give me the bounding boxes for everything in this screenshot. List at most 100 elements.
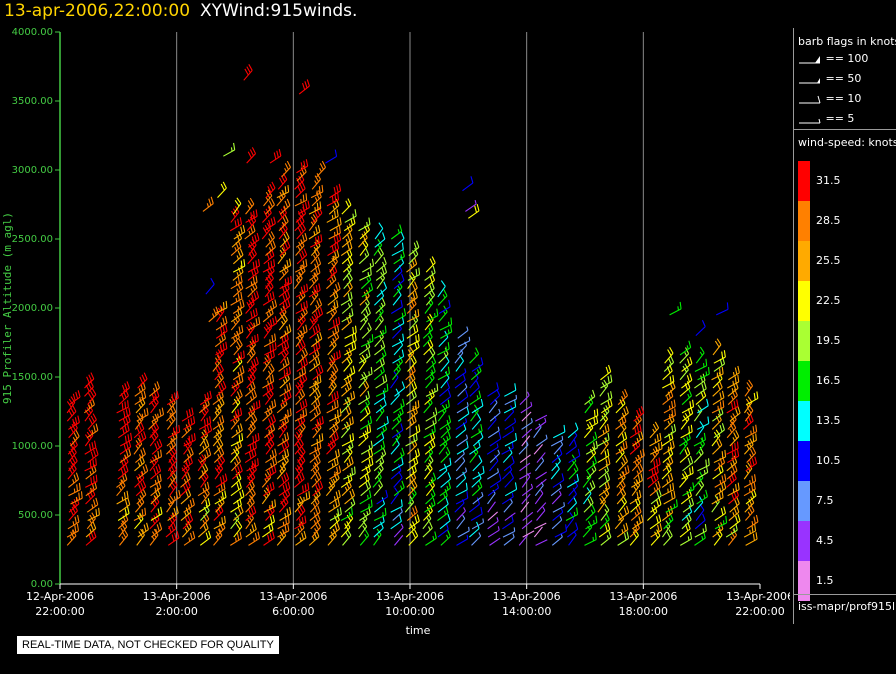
barb-feather xyxy=(669,484,672,492)
barb-feather xyxy=(444,330,449,338)
wind-barb xyxy=(582,520,593,538)
barb-shaft xyxy=(712,413,724,422)
wind-barb xyxy=(393,523,404,538)
barb-feather xyxy=(217,421,220,426)
wind-barb xyxy=(85,530,97,546)
barb-feather xyxy=(267,294,270,302)
barb-feather xyxy=(95,509,98,517)
barb-feather xyxy=(333,288,336,293)
barb-feather xyxy=(348,272,353,280)
barb-feather xyxy=(755,433,757,441)
barb-shaft xyxy=(585,415,599,422)
barb-feather xyxy=(249,396,253,401)
barb-shaft xyxy=(232,361,243,372)
wind-barb xyxy=(489,408,501,422)
barb-shaft xyxy=(312,212,323,223)
barb-feather xyxy=(365,308,369,316)
barb-feather xyxy=(627,465,630,473)
barb-feather xyxy=(687,393,690,398)
barb-shaft xyxy=(87,514,100,522)
barb-feather xyxy=(380,369,383,374)
barb-feather xyxy=(219,476,223,484)
barb-feather xyxy=(401,447,405,455)
barb-feather xyxy=(92,475,95,484)
barb-shaft xyxy=(262,212,272,223)
barb-shaft xyxy=(135,403,146,414)
barb-feather xyxy=(482,518,485,523)
barb-shaft xyxy=(215,348,228,356)
barb-feather xyxy=(745,464,751,472)
barb-feather xyxy=(750,414,754,422)
barb-feather xyxy=(302,409,305,417)
barb-feather xyxy=(244,68,249,76)
barb-feather xyxy=(284,186,287,194)
barb-shaft xyxy=(279,265,292,273)
barb-feather xyxy=(160,449,163,457)
barb-shaft xyxy=(502,430,514,439)
barb-feather xyxy=(203,494,207,499)
barb-shaft xyxy=(84,435,94,447)
barb-feather xyxy=(591,504,596,512)
barb-shaft xyxy=(361,265,374,273)
barb-feather xyxy=(71,506,76,514)
barb-feather xyxy=(175,426,178,434)
barb-shaft xyxy=(716,308,729,316)
barb-shaft xyxy=(294,221,305,232)
barb-shaft xyxy=(679,353,690,364)
wind-barb xyxy=(694,523,707,538)
barb-feather xyxy=(204,483,208,491)
wind-barb xyxy=(457,341,468,356)
barb-shaft xyxy=(297,497,310,505)
wind-barb xyxy=(181,407,194,422)
barb-feather xyxy=(339,408,342,416)
barb-feather xyxy=(336,399,339,407)
barb-feather xyxy=(125,464,129,472)
barb-feather xyxy=(215,436,219,441)
wind-barb xyxy=(470,404,479,422)
barb-shaft xyxy=(535,414,548,422)
wind-barb xyxy=(329,233,342,248)
barb-feather xyxy=(332,337,335,342)
wind-barb xyxy=(68,421,78,439)
barb-shaft xyxy=(167,469,177,480)
barb-feather xyxy=(135,440,141,447)
wind-barb xyxy=(405,432,418,447)
barb-feather xyxy=(332,319,335,327)
barb-shaft xyxy=(631,484,641,497)
barb-shaft xyxy=(631,460,642,472)
barb-feather xyxy=(321,416,324,424)
barb-feather xyxy=(428,301,432,306)
wind-barb xyxy=(296,357,308,372)
wind-barb xyxy=(407,334,420,348)
barb-shaft xyxy=(697,464,710,472)
barb-feather xyxy=(474,352,478,357)
barb-feather xyxy=(208,530,212,538)
barb-shaft xyxy=(200,476,209,488)
barb-feather xyxy=(317,308,321,316)
barb-feather xyxy=(634,512,637,517)
barb-feather xyxy=(205,499,208,507)
barb-feather xyxy=(313,498,318,506)
barb-feather xyxy=(593,519,595,525)
barb-feather xyxy=(80,491,83,499)
barb-feather xyxy=(273,399,277,407)
barb-shaft xyxy=(265,322,278,331)
barb-feather xyxy=(305,408,308,416)
barb-feather xyxy=(218,399,223,407)
barb-feather xyxy=(509,471,515,479)
barb-shaft xyxy=(375,354,387,364)
barb-feather xyxy=(234,410,238,418)
barb-shaft xyxy=(616,529,629,538)
barb-feather xyxy=(77,415,80,423)
barb-feather xyxy=(669,346,674,354)
barb-feather xyxy=(655,516,659,524)
barb-shaft xyxy=(712,444,723,455)
barb-shaft xyxy=(261,477,272,488)
barb-feather xyxy=(334,194,337,202)
barb-feather xyxy=(72,462,77,470)
barb-feather xyxy=(332,365,337,373)
barb-feather xyxy=(263,494,267,499)
barb-feather xyxy=(236,357,241,365)
barb-feather xyxy=(298,474,303,482)
wind-barb xyxy=(521,493,531,505)
